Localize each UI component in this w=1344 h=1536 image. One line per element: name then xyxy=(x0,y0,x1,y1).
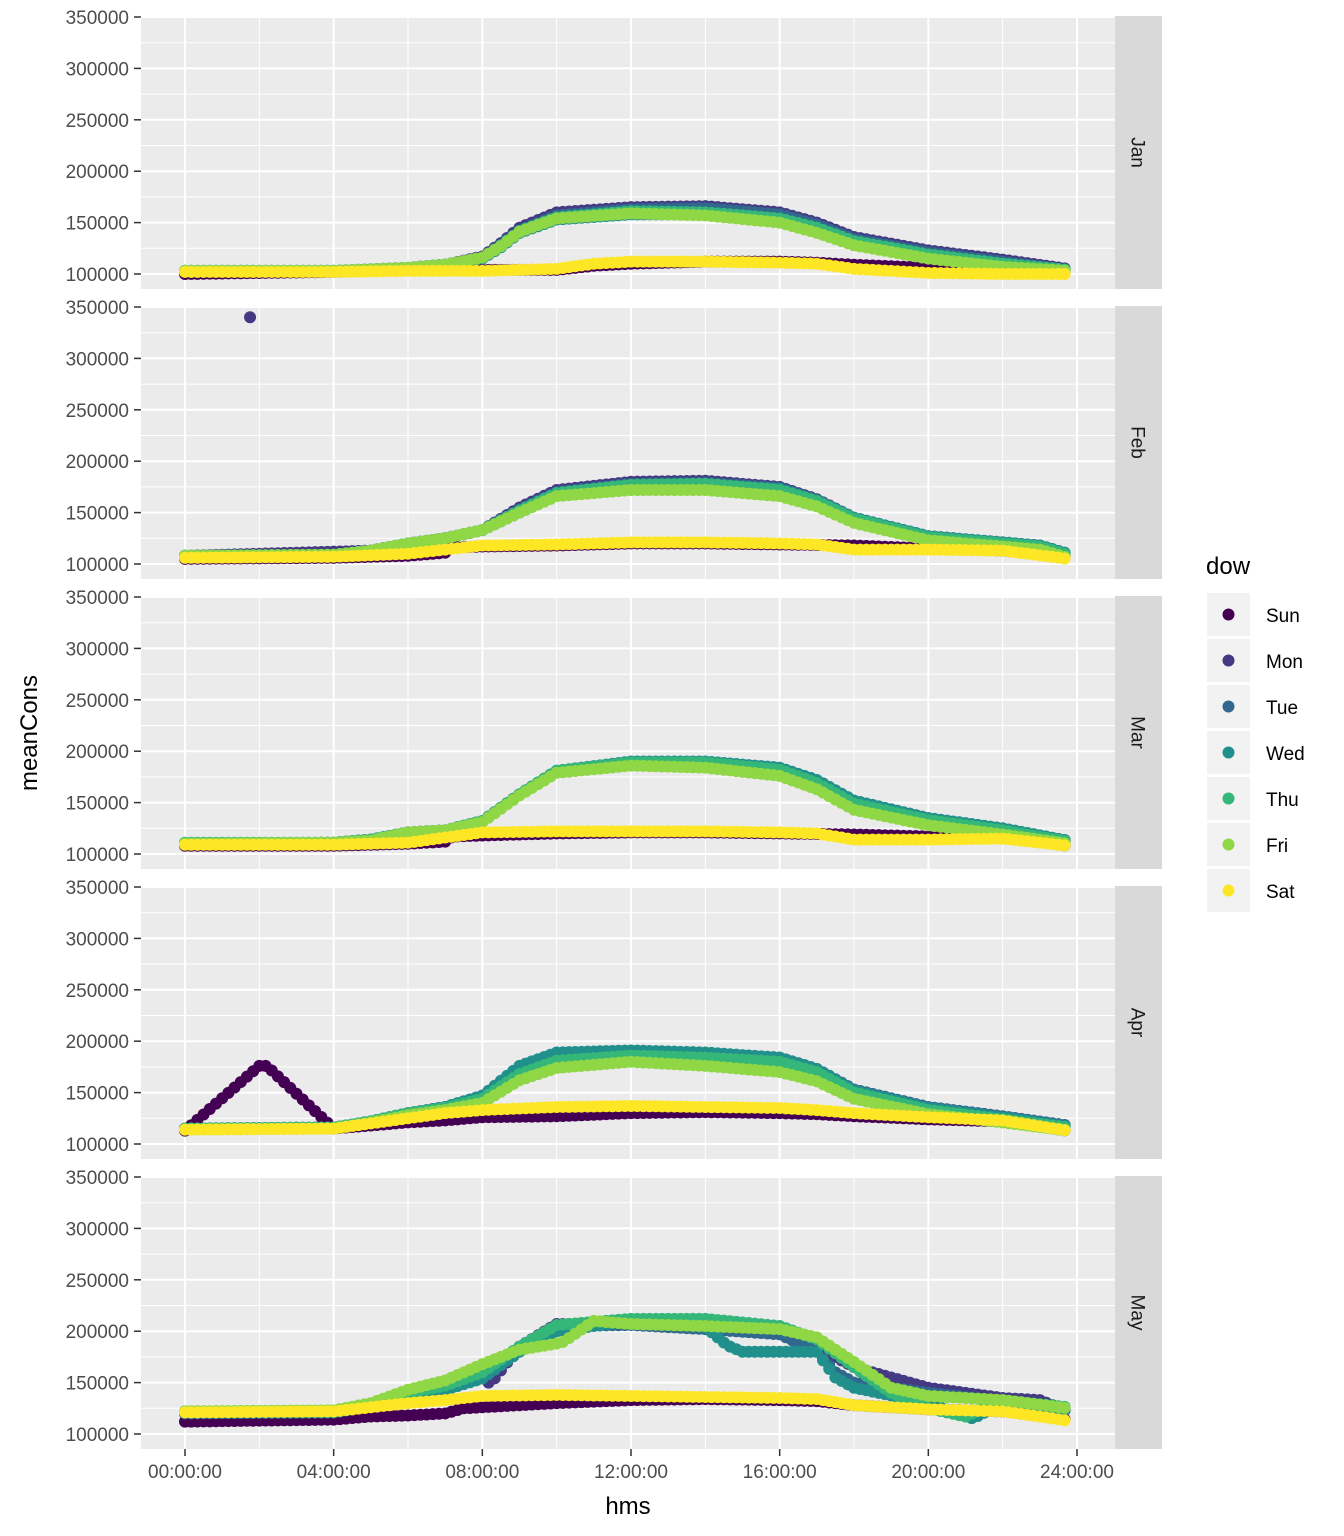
panel-background xyxy=(141,16,1115,289)
facet-strip-label: Apr xyxy=(1127,1008,1148,1038)
y-tick-label: 100000 xyxy=(66,555,129,576)
panel-jan: 100000 150000 200000 250000 300000 350000 Jan xyxy=(66,8,1162,289)
y-tick-label: 100000 xyxy=(66,1425,129,1446)
data-point xyxy=(817,1354,830,1367)
y-tick-label: 150000 xyxy=(66,504,129,525)
panel-apr: 100000 150000 200000 250000 300000 350000 Apr xyxy=(66,878,1162,1159)
data-point xyxy=(244,311,257,324)
facet-strip-label: Jan xyxy=(1127,137,1148,168)
y-tick-label: 150000 xyxy=(66,1374,129,1395)
data-point xyxy=(1058,839,1071,852)
y-tick-label: 100000 xyxy=(66,845,129,866)
facet-strip-label: May xyxy=(1127,1295,1148,1331)
y-tick-label: 350000 xyxy=(66,1168,129,1189)
panel-feb: 100000 150000 200000 250000 300000 350000 Feb xyxy=(66,298,1162,579)
data-point xyxy=(1058,552,1071,565)
data-point xyxy=(823,1362,836,1375)
facet-strip xyxy=(1115,596,1162,869)
y-tick-label: 350000 xyxy=(66,588,129,609)
y-tick-label: 100000 xyxy=(66,1135,129,1156)
series-sat xyxy=(179,536,1071,565)
y-tick-label: 250000 xyxy=(66,1271,129,1292)
panel-mar: 100000 150000 200000 250000 300000 350000 Mar xyxy=(66,588,1162,869)
series-sat xyxy=(179,1099,1071,1137)
series-sat xyxy=(179,825,1071,852)
y-tick-label: 250000 xyxy=(66,981,129,1002)
y-tick-label: 150000 xyxy=(66,1084,129,1105)
series-sat xyxy=(179,255,1071,280)
y-tick-label: 200000 xyxy=(66,162,129,183)
y-tick-label: 300000 xyxy=(66,639,129,660)
panel-may: 100000 150000 200000 250000 300000 350000 May xyxy=(66,1168,1162,1449)
y-tick-label: 300000 xyxy=(66,929,129,950)
y-tick-label: 300000 xyxy=(66,1219,129,1240)
y-tick-label: 200000 xyxy=(66,742,129,763)
y-tick-label: 350000 xyxy=(66,8,129,29)
y-tick-label: 300000 xyxy=(66,59,129,80)
panels-layer: 100000150000200000250000300000350000Jan1… xyxy=(66,8,1162,1483)
facet-strip xyxy=(1115,16,1162,289)
y-tick-label: 150000 xyxy=(66,214,129,235)
y-tick-label: 350000 xyxy=(66,878,129,899)
facet-strip xyxy=(1115,886,1162,1159)
data-point xyxy=(1058,1124,1071,1137)
y-tick-label: 200000 xyxy=(66,1032,129,1053)
y-tick-label: 150000 xyxy=(66,794,129,815)
y-tick-label: 100000 xyxy=(66,265,129,286)
facet-strip-label: Mar xyxy=(1127,716,1148,749)
data-point xyxy=(1058,268,1071,280)
facet-strip-label: Feb xyxy=(1127,426,1148,459)
facet-strip xyxy=(1115,1176,1162,1449)
facet-strip xyxy=(1115,306,1162,579)
y-tick-label: 200000 xyxy=(66,452,129,473)
y-tick-label: 250000 xyxy=(66,401,129,422)
y-tick-label: 250000 xyxy=(66,691,129,712)
y-tick-label: 350000 xyxy=(66,298,129,319)
y-tick-label: 300000 xyxy=(66,349,129,370)
y-tick-label: 200000 xyxy=(66,1322,129,1343)
y-tick-label: 250000 xyxy=(66,111,129,132)
